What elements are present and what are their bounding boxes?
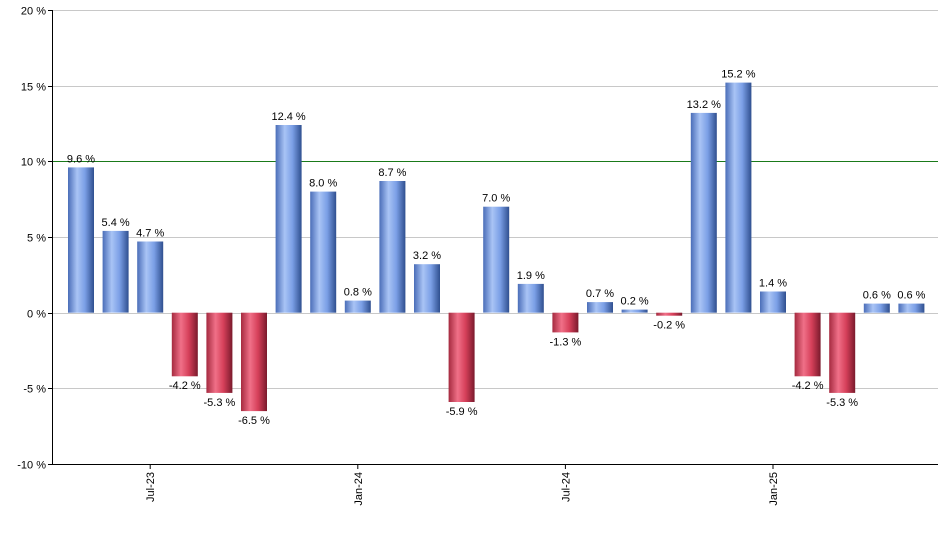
y-tick-label: 0 %	[27, 309, 46, 321]
data-labels: 9.6 %5.4 %4.7 %-4.2 %-5.3 %-6.5 %12.4 %8…	[67, 69, 926, 427]
data-label: 5.4 %	[102, 217, 130, 229]
data-label: 3.2 %	[413, 250, 441, 262]
bar	[517, 283, 544, 313]
bar	[379, 181, 406, 313]
data-label: 0.6 %	[897, 290, 925, 302]
bar	[898, 303, 925, 313]
x-tick-label: Jan-25	[768, 472, 780, 506]
bar	[448, 312, 475, 402]
data-label: 0.8 %	[344, 287, 372, 299]
y-tick-label: -10 %	[17, 460, 46, 472]
data-label: 9.6 %	[67, 153, 95, 165]
bar	[621, 309, 648, 313]
data-label: -0.2 %	[653, 320, 685, 332]
data-label: 8.0 %	[309, 178, 337, 190]
bar	[171, 312, 198, 377]
x-tick-label: Jan-24	[353, 472, 365, 506]
bar	[68, 167, 94, 313]
y-tick-label: 15 %	[21, 82, 46, 94]
data-label: 0.7 %	[586, 288, 614, 300]
data-label: 1.4 %	[759, 278, 787, 290]
data-label: 12.4 %	[271, 111, 305, 123]
y-tick-label: 20 %	[21, 6, 46, 18]
y-tick-label: 5 %	[27, 233, 46, 245]
data-label: 13.2 %	[687, 99, 721, 111]
bar	[137, 241, 164, 313]
bar	[552, 312, 579, 333]
bars	[68, 82, 925, 412]
data-label: 8.7 %	[378, 167, 406, 179]
data-label: -6.5 %	[238, 415, 270, 427]
data-label: 0.2 %	[621, 296, 649, 308]
bar	[414, 264, 440, 313]
data-label: -4.2 %	[169, 380, 201, 392]
bar	[760, 291, 786, 313]
axes: -10 % -5 % 0 % 5 % 10 % 15 % 20 % Jul-23 Jan-24 J…	[17, 6, 938, 506]
data-label: 1.9 %	[517, 270, 545, 282]
bar	[275, 125, 302, 313]
bar	[587, 302, 613, 313]
data-label: 0.6 %	[863, 290, 891, 302]
bar	[794, 312, 821, 377]
y-tick-label: -5 %	[23, 384, 46, 396]
data-label: -4.2 %	[792, 380, 824, 392]
bar	[829, 312, 856, 393]
bar	[725, 82, 752, 313]
bar	[241, 312, 267, 412]
data-label: 15.2 %	[721, 69, 755, 81]
data-label: 7.0 %	[482, 193, 510, 205]
bar	[863, 303, 890, 313]
bar	[344, 300, 371, 313]
data-label: -5.9 %	[446, 406, 478, 418]
x-tick-label: Jul-23	[145, 472, 157, 502]
data-label: -1.3 %	[550, 336, 582, 348]
bar	[690, 112, 717, 313]
data-label: -5.3 %	[826, 397, 858, 409]
bar	[656, 312, 683, 316]
bar	[483, 206, 510, 313]
data-label: -5.3 %	[204, 397, 236, 409]
x-tick-label: Jul-24	[560, 472, 572, 502]
bar	[102, 230, 129, 313]
data-label: 4.7 %	[136, 228, 164, 240]
y-tick-label: 10 %	[21, 157, 46, 169]
bar	[206, 312, 233, 393]
bar	[310, 191, 337, 313]
